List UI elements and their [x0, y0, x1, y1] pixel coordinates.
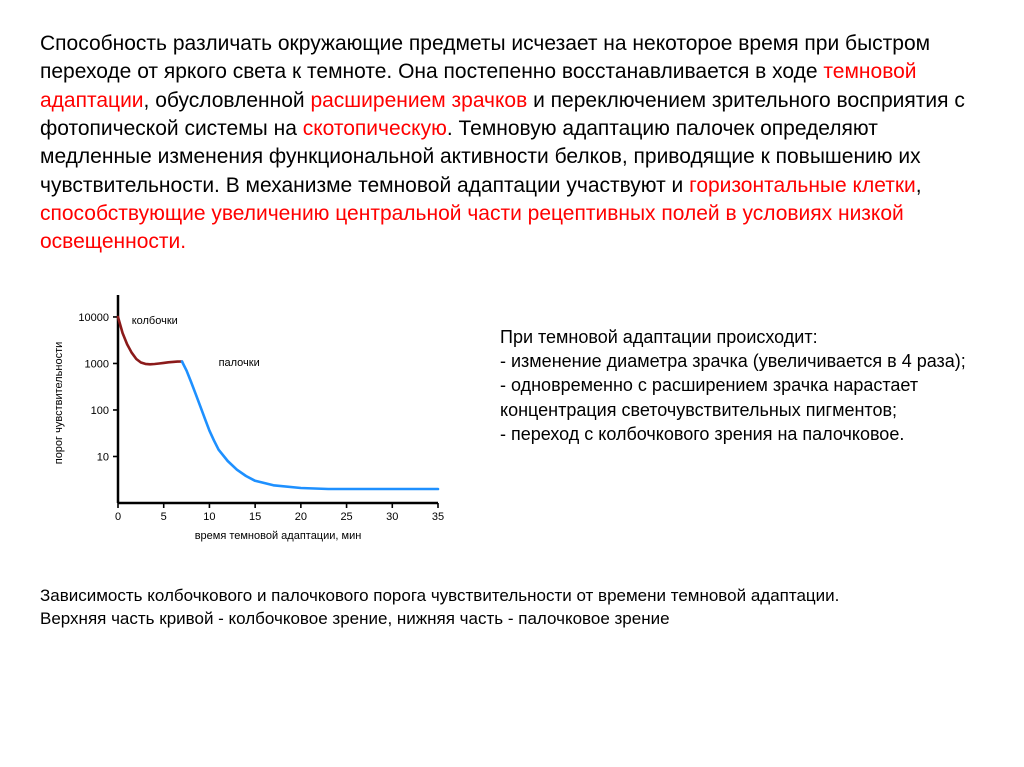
side-item: - одновременно с расширением зрачка нара…	[500, 373, 984, 422]
text-segment: , обусловленной	[144, 89, 311, 112]
text-segment: ,	[916, 174, 922, 197]
svg-text:палочки: палочки	[219, 357, 260, 369]
svg-text:5: 5	[161, 511, 167, 523]
text-segment: расширением зрачков	[310, 89, 533, 112]
adaptation-chart: 0 5 10 15 20 25 30 35 10 100 1000 10000 время темнов…	[40, 285, 460, 565]
svg-text:колбочки: колбочки	[132, 315, 178, 327]
svg-text:100: 100	[91, 405, 109, 417]
svg-text:25: 25	[340, 511, 352, 523]
text-segment: Способность различать окружающие предмет…	[40, 32, 930, 83]
svg-text:15: 15	[249, 511, 261, 523]
svg-text:10: 10	[97, 451, 109, 463]
svg-text:35: 35	[432, 511, 444, 523]
svg-text:1000: 1000	[85, 358, 109, 370]
text-segment: способствующие увеличению центральной ча…	[40, 202, 904, 253]
svg-text:0: 0	[115, 511, 121, 523]
svg-text:порог чувствительности: порог чувствительности	[53, 341, 65, 464]
text-segment: скотопическую	[303, 117, 447, 140]
caption-line: Зависимость колбочкового и палочкового п…	[40, 585, 984, 608]
svg-text:время темновой адаптации, мин: время темновой адаптации, мин	[195, 530, 362, 542]
adaptation-list: При темновой адаптации происходит: - изм…	[500, 285, 984, 446]
side-title: При темновой адаптации происходит:	[500, 325, 984, 349]
text-segment: горизонтальные клетки	[689, 174, 916, 197]
side-item: - переход с колбочкового зрения на палоч…	[500, 422, 984, 446]
svg-text:20: 20	[295, 511, 307, 523]
svg-text:10000: 10000	[78, 312, 109, 324]
svg-text:10: 10	[203, 511, 215, 523]
svg-text:30: 30	[386, 511, 398, 523]
caption-line: Верхняя часть кривой - колбочковое зрени…	[40, 608, 984, 631]
side-item: - изменение диаметра зрачка (увеличивает…	[500, 349, 984, 373]
main-paragraph: Способность различать окружающие предмет…	[40, 30, 984, 257]
chart-caption: Зависимость колбочкового и палочкового п…	[40, 585, 984, 631]
